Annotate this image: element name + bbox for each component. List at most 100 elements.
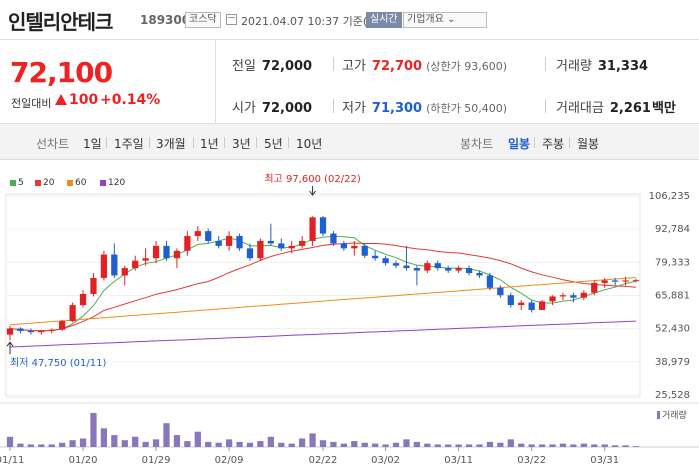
candle-body — [413, 268, 421, 271]
volume-bar — [372, 443, 379, 447]
line-chart-title: 선차트 — [36, 137, 70, 151]
candle-body — [17, 328, 24, 331]
candle-body — [288, 245, 295, 249]
volume-bar — [591, 444, 598, 447]
y-tick-label: 92,784 — [655, 224, 690, 235]
candle-body — [27, 330, 34, 333]
candle-body — [455, 268, 462, 271]
tab-5y[interactable]: 5년 — [264, 137, 283, 151]
volume-bar — [142, 441, 149, 447]
candle-body — [152, 245, 160, 259]
candle-body — [528, 302, 535, 311]
realtime-button[interactable]: 실시간 — [366, 12, 402, 28]
volume-bar — [17, 443, 24, 447]
legend-ma5: 5 — [10, 178, 24, 188]
company-overview-dropdown[interactable]: 기업개요 ⌄ — [403, 12, 487, 28]
tab-daily-candle[interactable]: 일봉 — [508, 137, 531, 151]
volume-bar — [288, 443, 295, 447]
legend-ma20: 20 — [35, 178, 54, 188]
candle-body — [591, 282, 598, 293]
candle-body — [173, 250, 181, 259]
volume-bar — [152, 439, 160, 447]
volume-bar — [455, 444, 462, 447]
volume-bar — [413, 441, 421, 447]
legend-ma60: 60 — [67, 178, 86, 188]
calendar-icon — [226, 14, 237, 25]
chart-period-tabs: 선차트 1일 1주일 3개월 1년 3년 5년 10년 봉차트 일봉 주봉 월봉 — [0, 124, 699, 160]
candle-body — [278, 243, 285, 249]
open-price: 시가 72,000 — [232, 101, 313, 116]
candle-body — [142, 258, 149, 261]
candle-body — [403, 265, 410, 269]
candle-body — [518, 302, 525, 306]
volume-bar — [278, 442, 285, 447]
ma5-line — [9, 235, 637, 332]
volume-bar — [121, 440, 128, 447]
volume-bar — [445, 444, 452, 447]
up-triangle-icon — [55, 94, 67, 105]
candle-body — [538, 301, 546, 311]
high-arrow-head — [309, 190, 316, 196]
candle-body — [330, 233, 337, 244]
volume-bar — [403, 439, 410, 447]
volume-bar — [111, 435, 118, 447]
volume-bar — [382, 444, 389, 447]
low-arrow-head — [6, 341, 14, 347]
volume-bar — [225, 439, 233, 447]
volume-bar — [59, 442, 66, 447]
volume-bar — [580, 443, 587, 447]
tab-1d[interactable]: 1일 — [83, 137, 102, 151]
chart-canvas[interactable]: 106,235 92,784 79,333 65,881 52,430 38,979 25,… — [0, 160, 699, 467]
x-tick-label: 01/29 — [142, 455, 171, 466]
volume-bar — [90, 413, 97, 447]
volume-bar — [392, 442, 400, 447]
ma120-line — [9, 320, 637, 348]
tab-weekly-candle[interactable]: 주봉 — [542, 137, 565, 151]
y-tick-label: 106,235 — [649, 191, 690, 202]
candle-body — [497, 287, 504, 296]
volume-bar — [184, 441, 191, 447]
tab-3y[interactable]: 3년 — [232, 137, 251, 151]
volume-bar — [299, 438, 306, 447]
candle-chart-title: 봉차트 — [460, 137, 494, 151]
volume-bar — [497, 442, 504, 447]
low-annotation: 최저 47,750 (01/11) — [10, 357, 106, 369]
volume-bar — [48, 444, 55, 447]
change-percent: +0.14% — [100, 92, 161, 108]
candle-body — [69, 305, 76, 322]
tab-10y[interactable]: 10년 — [296, 137, 323, 151]
candle-body — [319, 217, 327, 234]
volume-bar — [465, 444, 473, 447]
y-tick-label: 25,528 — [655, 390, 690, 401]
tab-monthly-candle[interactable]: 월봉 — [577, 137, 600, 151]
volume-bar — [79, 438, 87, 447]
day-high: 고가 72,700 (상한가 93,600) — [342, 59, 508, 74]
volume: 거래량 31,334 — [556, 59, 649, 74]
volume-bar — [632, 446, 640, 447]
candle-body — [351, 245, 358, 249]
volume-label: 거래량 — [662, 409, 687, 421]
candle-body — [246, 248, 254, 259]
candle-body — [340, 243, 347, 249]
volume-bar — [538, 444, 546, 447]
x-tick-label: 02/09 — [215, 455, 244, 466]
candle-body — [507, 295, 514, 306]
volume-bar — [173, 435, 181, 447]
quote-panel: 72,100 전일대비 100 +0.14% 전일 72,000 고가 72,700… — [0, 40, 699, 124]
tab-3m[interactable]: 3개월 — [156, 137, 186, 151]
y-tick-label: 38,979 — [655, 357, 690, 368]
candle-body — [382, 258, 389, 264]
tab-1y[interactable]: 1년 — [200, 137, 219, 151]
volume-bar — [163, 423, 170, 447]
candle-body — [559, 295, 567, 297]
candle-body — [121, 268, 128, 276]
x-tick-label: 01/20 — [69, 455, 98, 466]
volume-bar — [27, 444, 34, 447]
tab-1w[interactable]: 1주일 — [114, 137, 144, 151]
volume-bar — [434, 444, 441, 447]
ma20-line — [9, 242, 637, 332]
volume-bar — [361, 442, 368, 447]
volume-bar — [267, 436, 274, 447]
volume-legend-swatch — [657, 411, 660, 419]
y-tick-label: 65,881 — [655, 291, 690, 302]
